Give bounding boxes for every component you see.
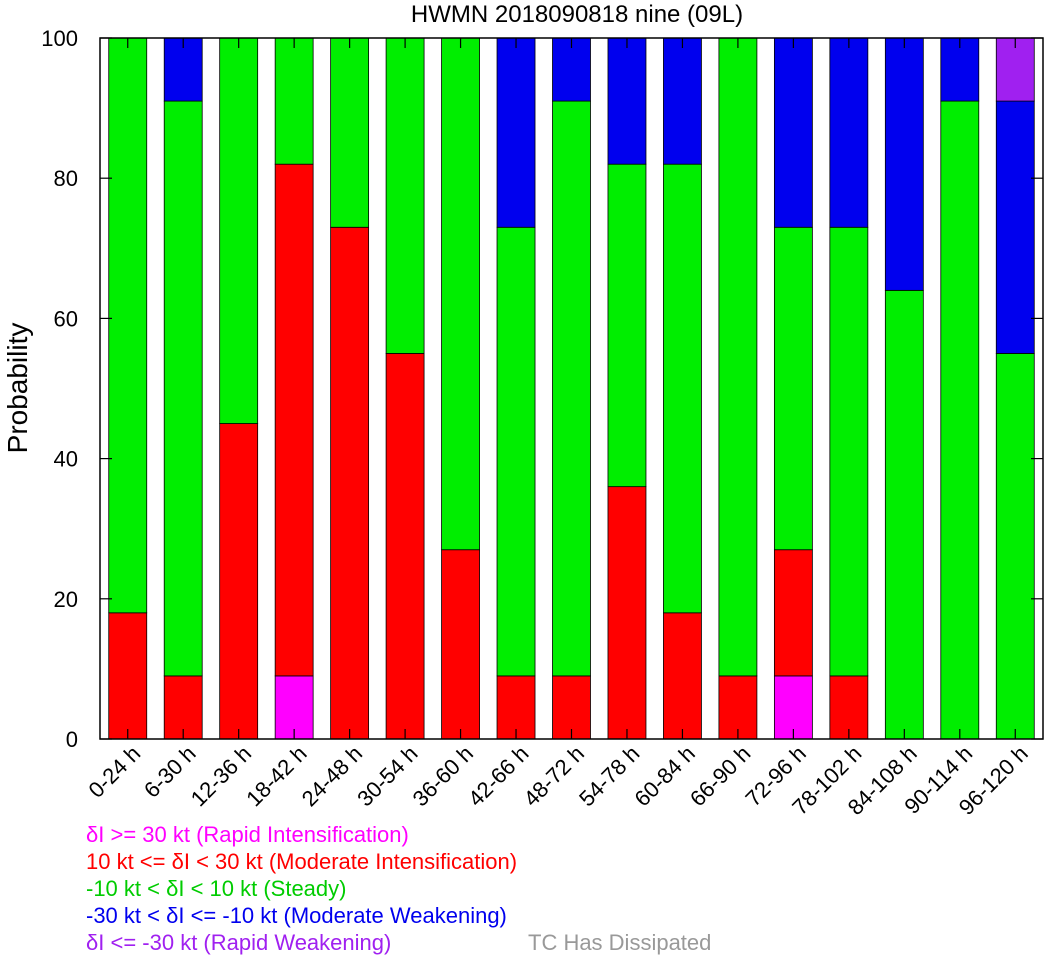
bar-96-120h-rapid-weakening bbox=[995, 37, 1035, 102]
bar-72-96h-moderate-intensification bbox=[773, 549, 813, 677]
bar-42-66h-moderate-weakening bbox=[496, 37, 536, 228]
y-tick-label: 60 bbox=[54, 306, 78, 331]
legend-steady: -10 kt < δI < 10 kt (Steady) bbox=[86, 876, 347, 901]
x-tick-labels: 0-24 h6-30 h12-36 h18-42 h24-48 h30-54 h… bbox=[83, 741, 1032, 820]
x-tick-label: 54-78 h bbox=[574, 741, 644, 811]
x-tick-label: 48-72 h bbox=[519, 741, 589, 811]
bar-54-78h-moderate-intensification bbox=[607, 486, 647, 740]
y-tick-label: 100 bbox=[41, 26, 78, 51]
x-tick-label: 36-60 h bbox=[408, 741, 478, 811]
legend-rapid-intensification: δI >= 30 kt (Rapid Intensification) bbox=[86, 822, 409, 847]
bar-6-30h-steady bbox=[163, 100, 203, 677]
legend-rapid-weakening: δI <= -30 kt (Rapid Weakening) bbox=[86, 930, 392, 955]
bar-54-78h-moderate-weakening bbox=[607, 37, 647, 165]
bar-42-66h-steady bbox=[496, 226, 536, 677]
y-tick-label: 80 bbox=[54, 166, 78, 191]
bar-60-84h-moderate-intensification bbox=[663, 612, 702, 740]
bar-12-36h-steady bbox=[219, 37, 259, 424]
x-tick-label: 18-42 h bbox=[241, 741, 311, 811]
bar-42-66h-moderate-intensification bbox=[496, 675, 536, 740]
bar-96-120h-steady bbox=[995, 353, 1035, 740]
bar-12-36h-moderate-intensification bbox=[219, 423, 259, 740]
bar-54-78h-steady bbox=[607, 163, 647, 488]
legend-moderate-intensification: 10 kt <= δI < 30 kt (Moderate Intensific… bbox=[86, 849, 518, 874]
bar-6-30h-moderate-weakening bbox=[163, 37, 203, 102]
bar-30-54h-moderate-intensification bbox=[385, 353, 425, 740]
y-tick-label: 40 bbox=[54, 447, 78, 472]
y-tick-label: 0 bbox=[66, 727, 78, 752]
legend-moderate-weakening: -30 kt < δI <= -10 kt (Moderate Weakenin… bbox=[86, 903, 507, 928]
x-tick-label: 0-24 h bbox=[83, 741, 145, 803]
bar-90-114h-moderate-weakening bbox=[940, 37, 980, 102]
bar-72-96h-moderate-weakening bbox=[773, 37, 813, 228]
bar-84-108h-moderate-weakening bbox=[884, 37, 924, 291]
x-tick-label: 60-84 h bbox=[630, 741, 700, 811]
stacked-bar-chart: HWMN 2018090818 nine (09L) Probability 0… bbox=[2, 1, 1044, 820]
bar-84-108h-steady bbox=[884, 289, 924, 740]
x-tick-label: 12-36 h bbox=[186, 741, 256, 811]
dissipated-note: TC Has Dissipated bbox=[528, 930, 712, 955]
bars-group bbox=[108, 37, 1035, 740]
x-tick-label: 66-90 h bbox=[685, 741, 755, 811]
bar-60-84h-moderate-weakening bbox=[663, 37, 702, 165]
bar-96-120h-moderate-weakening bbox=[995, 100, 1035, 354]
bar-72-96h-rapid-intensification bbox=[773, 675, 813, 740]
bar-48-72h-moderate-weakening bbox=[552, 37, 591, 102]
y-tick-label: 20 bbox=[54, 587, 78, 612]
bar-24-48h-moderate-intensification bbox=[330, 226, 370, 740]
bar-48-72h-steady bbox=[552, 100, 591, 677]
bar-60-84h-steady bbox=[663, 163, 702, 614]
x-tick-label: 30-54 h bbox=[352, 741, 422, 811]
bar-18-42h-steady bbox=[274, 37, 314, 165]
bar-78-102h-moderate-weakening bbox=[829, 37, 869, 228]
axes-group bbox=[99, 37, 1044, 740]
bar-0-24h-steady bbox=[108, 37, 148, 614]
bar-30-54h-steady bbox=[385, 37, 425, 354]
x-tick-label: 42-66 h bbox=[463, 741, 533, 811]
bar-6-30h-moderate-intensification bbox=[163, 675, 203, 740]
y-tick-labels: 0 20 40 60 80 100 bbox=[41, 26, 78, 752]
bar-78-102h-steady bbox=[829, 226, 869, 677]
bar-18-42h-moderate-intensification bbox=[274, 163, 314, 677]
bar-24-48h-steady bbox=[330, 37, 370, 228]
bar-90-114h-steady bbox=[940, 100, 980, 740]
chart-title: HWMN 2018090818 nine (09L) bbox=[411, 1, 743, 28]
x-tick-label: 24-48 h bbox=[297, 741, 367, 811]
y-axis-label: Probability bbox=[2, 323, 33, 454]
bar-36-60h-steady bbox=[441, 37, 480, 551]
bar-66-90h-steady bbox=[718, 37, 758, 677]
bar-36-60h-moderate-intensification bbox=[441, 549, 480, 740]
bar-72-96h-steady bbox=[773, 226, 813, 551]
bar-0-24h-moderate-intensification bbox=[108, 612, 148, 740]
